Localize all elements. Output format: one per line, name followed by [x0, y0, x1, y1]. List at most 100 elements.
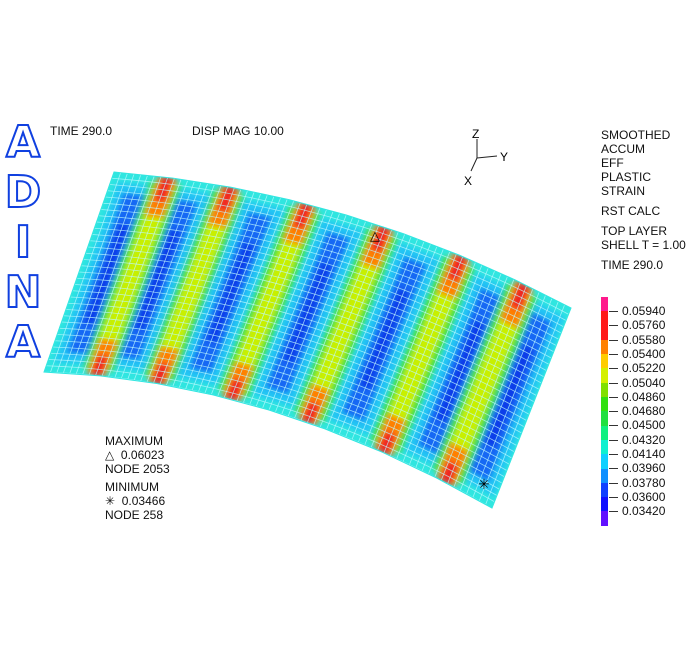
- axis-y: Y: [500, 150, 508, 164]
- min-label: MINIMUM: [105, 480, 159, 494]
- legend-label: 0.05940: [622, 304, 666, 318]
- mesh-line: [63, 315, 515, 453]
- legend-tick: [609, 439, 618, 441]
- legend-tick: [609, 468, 618, 470]
- mesh-line: [68, 302, 520, 440]
- legend-tick: [609, 396, 618, 398]
- mesh-line: [81, 265, 535, 403]
- legend-tick: [609, 411, 618, 413]
- legend-swatch: [601, 311, 608, 326]
- legend-label: 0.04680: [622, 404, 666, 419]
- mesh-line: [89, 240, 545, 378]
- mesh-line: [76, 277, 530, 415]
- mesh-line: [98, 215, 554, 353]
- legend-label: 0.04320: [622, 432, 666, 447]
- legend-tick: [609, 382, 618, 384]
- legend-swatch: [601, 511, 608, 526]
- legend-label: 0.05580: [622, 332, 666, 347]
- adina-logo: A D I N A: [2, 117, 44, 369]
- legend-tick: [609, 511, 618, 513]
- legend-swatch: [601, 325, 608, 340]
- legend-tick: [609, 368, 618, 370]
- mesh-line: [92, 234, 547, 371]
- legend-label: 0.03420: [622, 504, 666, 519]
- mesh-line: [109, 184, 567, 321]
- legend-swatch: [601, 454, 608, 469]
- rst-calc: RST CALC: [601, 204, 661, 218]
- legend-tick: [609, 496, 618, 498]
- legend-swatch: [601, 339, 608, 355]
- mesh-line: [70, 296, 522, 434]
- max-node: NODE 2053: [105, 462, 170, 476]
- legend-label: 0.04860: [622, 389, 666, 404]
- logo-letter: A: [5, 317, 41, 369]
- legend-swatch: [601, 497, 608, 512]
- legend-label: 0.03960: [622, 461, 666, 476]
- mesh-line: [48, 359, 498, 496]
- mesh-line: [107, 190, 564, 328]
- legend-tick: [609, 425, 618, 427]
- mesh-line: [50, 352, 500, 490]
- logo-letter: N: [4, 267, 43, 319]
- legend-swatch: [601, 411, 608, 426]
- axis-triad-icon: Z Y X: [464, 127, 508, 188]
- peak: [439, 459, 459, 486]
- axis-x: X: [464, 174, 472, 188]
- disp-mag-label: DISP MAG 10.00: [192, 124, 284, 138]
- legend-swatch: [601, 425, 608, 440]
- axis-z: Z: [472, 127, 479, 141]
- extremes-box: MAXIMUM △ 0.06023 NODE 2053 MINIMUM ✳ 0.…: [105, 434, 170, 522]
- peak: [377, 430, 397, 455]
- legend-swatch: [601, 439, 608, 455]
- mesh-line: [57, 334, 508, 471]
- mesh-line: [96, 221, 552, 359]
- time-label: TIME 290.0: [50, 124, 113, 138]
- min-marker: ✳: [478, 476, 490, 492]
- legend-label: 0.04140: [622, 447, 666, 461]
- mesh-line: [46, 365, 495, 503]
- legend-tick: [609, 311, 618, 312]
- mesh-line: [65, 309, 517, 446]
- result-title: SMOOTHED ACCUM EFF PLASTIC STRAIN RST CALC T…: [601, 128, 686, 272]
- logo-letter: D: [4, 167, 43, 219]
- mesh-line: [61, 321, 512, 459]
- logo-letter: A: [5, 117, 41, 169]
- mesh-line: [72, 290, 525, 428]
- legend-tick: [609, 325, 618, 327]
- legend-label: 0.05760: [622, 318, 666, 333]
- mesh-line: [100, 209, 557, 346]
- mesh-line: [83, 259, 537, 396]
- mesh-line: [105, 196, 562, 334]
- legend-swatch: [601, 482, 608, 498]
- legend-label: 0.03600: [622, 489, 666, 504]
- legend-label: 0.05040: [622, 375, 666, 390]
- mesh-line: [111, 177, 569, 315]
- legend-tick: [609, 353, 618, 355]
- legend-swatch: [601, 297, 608, 312]
- min-node: NODE 258: [105, 508, 164, 522]
- legend-label: 0.03780: [622, 475, 666, 490]
- mesh-line: [52, 346, 503, 484]
- legend-swatch: [601, 382, 608, 398]
- mesh-line: [54, 340, 505, 478]
- peak: [446, 253, 468, 283]
- legend-label: 0.05220: [622, 361, 666, 376]
- legend-swatch: [601, 397, 608, 412]
- shell-thickness: SHELL T = 1.00: [601, 238, 686, 252]
- max-value: 0.06023: [120, 448, 165, 462]
- peak: [151, 362, 170, 385]
- mesh-line: [85, 252, 540, 390]
- legend-swatch: [601, 468, 608, 483]
- legend-tick: [609, 454, 618, 455]
- mesh-line: [94, 227, 549, 365]
- legend-tick: [609, 482, 618, 484]
- legend-swatch: [601, 354, 608, 369]
- mesh-line: [103, 202, 559, 340]
- legend-tick: [609, 339, 618, 341]
- max-marker: △: [370, 228, 380, 243]
- mesh-line: [78, 271, 532, 409]
- color-legend-bar: [601, 297, 608, 526]
- result-time: TIME 290.0: [601, 258, 664, 272]
